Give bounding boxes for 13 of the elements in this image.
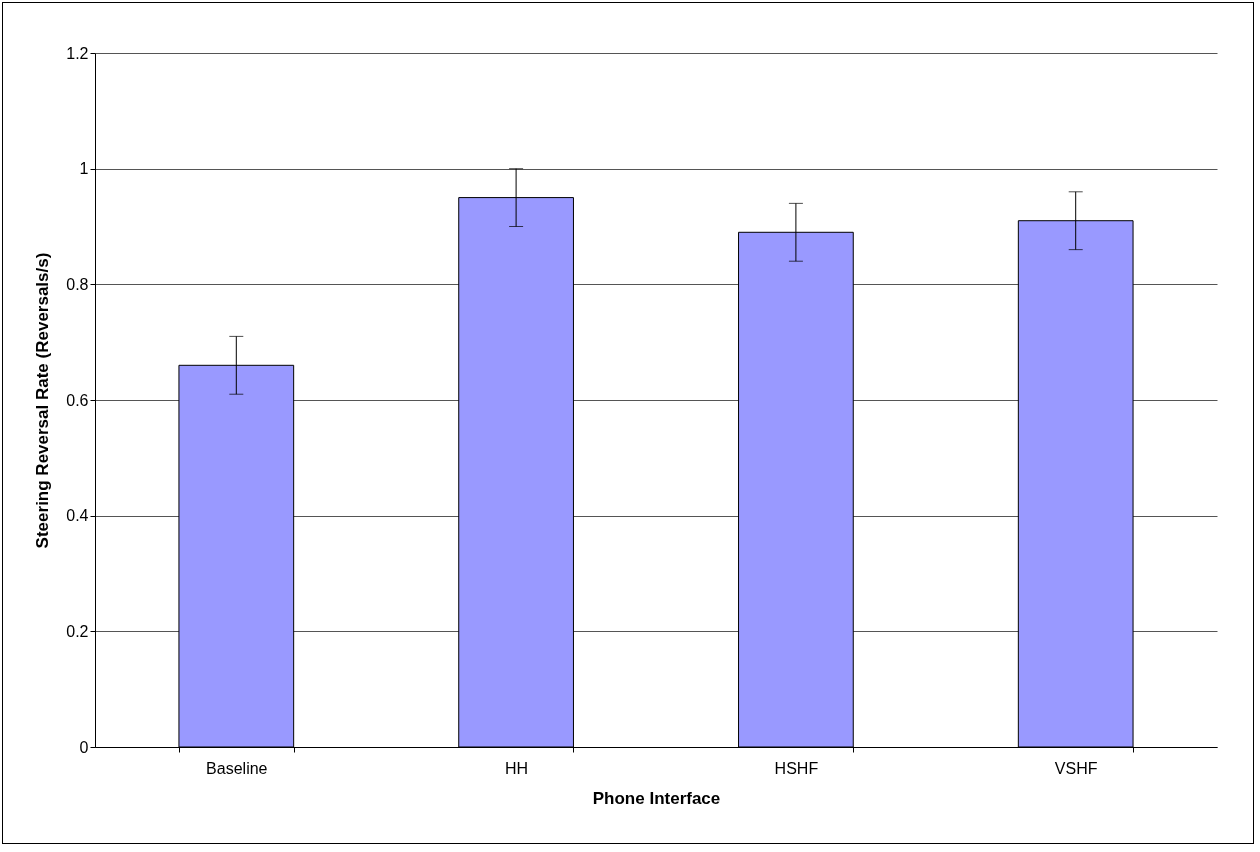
x-tick-label: Baseline — [206, 759, 268, 777]
y-tick-label: 0.2 — [66, 622, 89, 640]
y-tick-label: 0.4 — [66, 507, 89, 525]
y-tick-label: 0.8 — [66, 275, 89, 293]
x-tick-label: HH — [505, 759, 529, 777]
y-tick-label: 1.2 — [66, 44, 89, 62]
y-tick-label: 0 — [79, 738, 89, 756]
x-tick-label: VSHF — [1054, 759, 1098, 777]
y-tick-label: 0.6 — [66, 391, 89, 409]
x-axis-title: Phone Interface — [592, 788, 721, 808]
x-tick-label: HSHF — [774, 759, 819, 777]
y-axis-title: Steering Reversal Rate (Reversals/s) — [33, 252, 53, 549]
y-tick-label: 1 — [79, 160, 89, 178]
